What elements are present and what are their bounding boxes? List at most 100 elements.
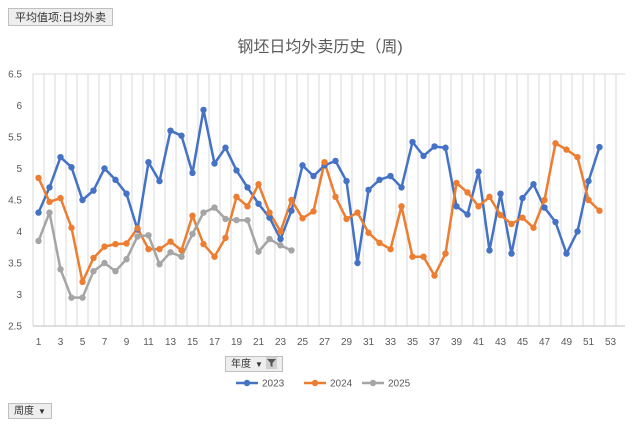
data-point-2023 bbox=[508, 250, 515, 257]
data-point-2024 bbox=[585, 196, 592, 204]
data-point-2023 bbox=[398, 184, 405, 191]
data-point-2023 bbox=[90, 187, 97, 194]
data-point-2023 bbox=[409, 138, 416, 146]
data-point-2024 bbox=[134, 225, 141, 232]
data-point-2025 bbox=[57, 266, 64, 273]
data-point-2025 bbox=[255, 248, 262, 255]
data-point-2025 bbox=[79, 294, 86, 301]
data-point-2025 bbox=[156, 261, 163, 268]
week-axis-button[interactable]: 周度 ▼ bbox=[8, 403, 52, 419]
x-tick-label: 15 bbox=[187, 337, 199, 348]
data-point-2024 bbox=[200, 240, 207, 248]
data-point-2024 bbox=[277, 228, 284, 235]
data-point-2023 bbox=[310, 172, 317, 180]
data-point-2023 bbox=[354, 259, 361, 267]
data-point-2024 bbox=[178, 247, 185, 254]
x-tick-label: 35 bbox=[407, 337, 419, 348]
year-filter-button[interactable]: 年度 ▼ bbox=[225, 356, 283, 372]
dropdown-arrow-icon: ▼ bbox=[255, 360, 263, 369]
chart-title: 钢坯日均外卖历史（周) bbox=[237, 38, 402, 56]
dropdown-arrow-icon: ▼ bbox=[38, 407, 46, 416]
data-point-2023 bbox=[123, 190, 130, 197]
data-point-2023 bbox=[387, 172, 394, 180]
data-point-2024 bbox=[486, 193, 493, 201]
data-point-2023 bbox=[343, 177, 350, 185]
series-line-2024 bbox=[37, 142, 601, 284]
data-point-2023 bbox=[519, 194, 526, 202]
x-tick-label: 43 bbox=[495, 337, 507, 348]
data-point-2024 bbox=[321, 159, 328, 166]
legend-item-2023: 2023 bbox=[236, 379, 285, 390]
legend-label: 2024 bbox=[330, 379, 353, 390]
week-axis-label: 周度 bbox=[14, 406, 34, 417]
data-point-2025 bbox=[277, 242, 284, 249]
y-tick-label: 4.5 bbox=[8, 196, 22, 207]
data-point-2023 bbox=[178, 132, 185, 139]
legend-marker bbox=[369, 379, 377, 387]
data-point-2024 bbox=[596, 207, 603, 214]
x-tick-label: 1 bbox=[36, 337, 42, 348]
y-tick-label: 3 bbox=[16, 290, 22, 301]
legend-label: 2023 bbox=[262, 379, 285, 390]
data-point-2024 bbox=[167, 238, 174, 245]
data-point-2024 bbox=[453, 179, 460, 187]
x-tick-label: 33 bbox=[385, 337, 397, 348]
data-point-2023 bbox=[233, 167, 240, 174]
data-point-2024 bbox=[244, 203, 251, 210]
y-tick-label: 6 bbox=[16, 101, 22, 112]
data-point-2024 bbox=[530, 224, 537, 231]
data-point-2023 bbox=[57, 153, 64, 161]
data-point-2024 bbox=[145, 245, 152, 253]
x-tick-label: 41 bbox=[473, 337, 485, 348]
data-point-2024 bbox=[574, 153, 581, 161]
data-point-2023 bbox=[46, 184, 53, 191]
data-point-2025 bbox=[101, 259, 108, 267]
y-tick-label: 6.5 bbox=[8, 70, 22, 81]
value-field-button[interactable]: 平均值项:日均外卖 bbox=[8, 8, 114, 26]
data-point-2024 bbox=[376, 239, 383, 247]
series-line-2023 bbox=[37, 108, 601, 265]
data-point-2025 bbox=[90, 267, 97, 275]
data-point-2025 bbox=[167, 249, 174, 256]
y-tick-label: 2.5 bbox=[8, 322, 22, 333]
y-tick-label: 4 bbox=[16, 227, 22, 238]
x-tick-label: 47 bbox=[539, 337, 551, 348]
legend-item-2025: 2025 bbox=[362, 379, 411, 390]
data-point-2024 bbox=[475, 203, 482, 210]
data-point-2024 bbox=[288, 196, 295, 204]
data-point-2025 bbox=[211, 204, 218, 211]
x-tick-label: 21 bbox=[253, 337, 265, 348]
data-point-2024 bbox=[90, 254, 97, 262]
data-point-2024 bbox=[112, 240, 119, 248]
data-point-2024 bbox=[398, 203, 405, 210]
grid-lines bbox=[32, 73, 625, 327]
data-point-2024 bbox=[211, 253, 218, 260]
x-tick-label: 45 bbox=[517, 337, 529, 348]
x-tick-label: 25 bbox=[297, 337, 309, 348]
data-point-2024 bbox=[365, 229, 372, 236]
data-point-2025 bbox=[200, 209, 207, 216]
x-tick-label: 19 bbox=[231, 337, 243, 348]
year-filter-label: 年度 bbox=[231, 359, 251, 370]
data-point-2023 bbox=[420, 152, 427, 160]
data-point-2023 bbox=[189, 169, 196, 177]
y-tick-label: 3.5 bbox=[8, 259, 22, 270]
data-point-2023 bbox=[453, 203, 460, 210]
data-point-2023 bbox=[68, 164, 75, 171]
legend-marker bbox=[243, 379, 251, 387]
data-point-2023 bbox=[563, 250, 570, 257]
data-point-2023 bbox=[332, 157, 339, 165]
y-tick-label: 5 bbox=[16, 164, 22, 175]
data-point-2025 bbox=[178, 253, 185, 260]
x-tick-label: 13 bbox=[165, 337, 177, 348]
data-point-2024 bbox=[57, 194, 64, 202]
data-point-2023 bbox=[79, 196, 86, 204]
x-tick-label: 53 bbox=[605, 337, 617, 348]
data-point-2024 bbox=[409, 253, 416, 260]
legend-item-2024: 2024 bbox=[304, 379, 353, 390]
x-tick-label: 37 bbox=[429, 337, 441, 348]
data-point-2024 bbox=[310, 208, 317, 215]
x-tick-label: 7 bbox=[102, 337, 108, 348]
data-point-2023 bbox=[530, 181, 537, 188]
data-point-2023 bbox=[585, 177, 592, 185]
